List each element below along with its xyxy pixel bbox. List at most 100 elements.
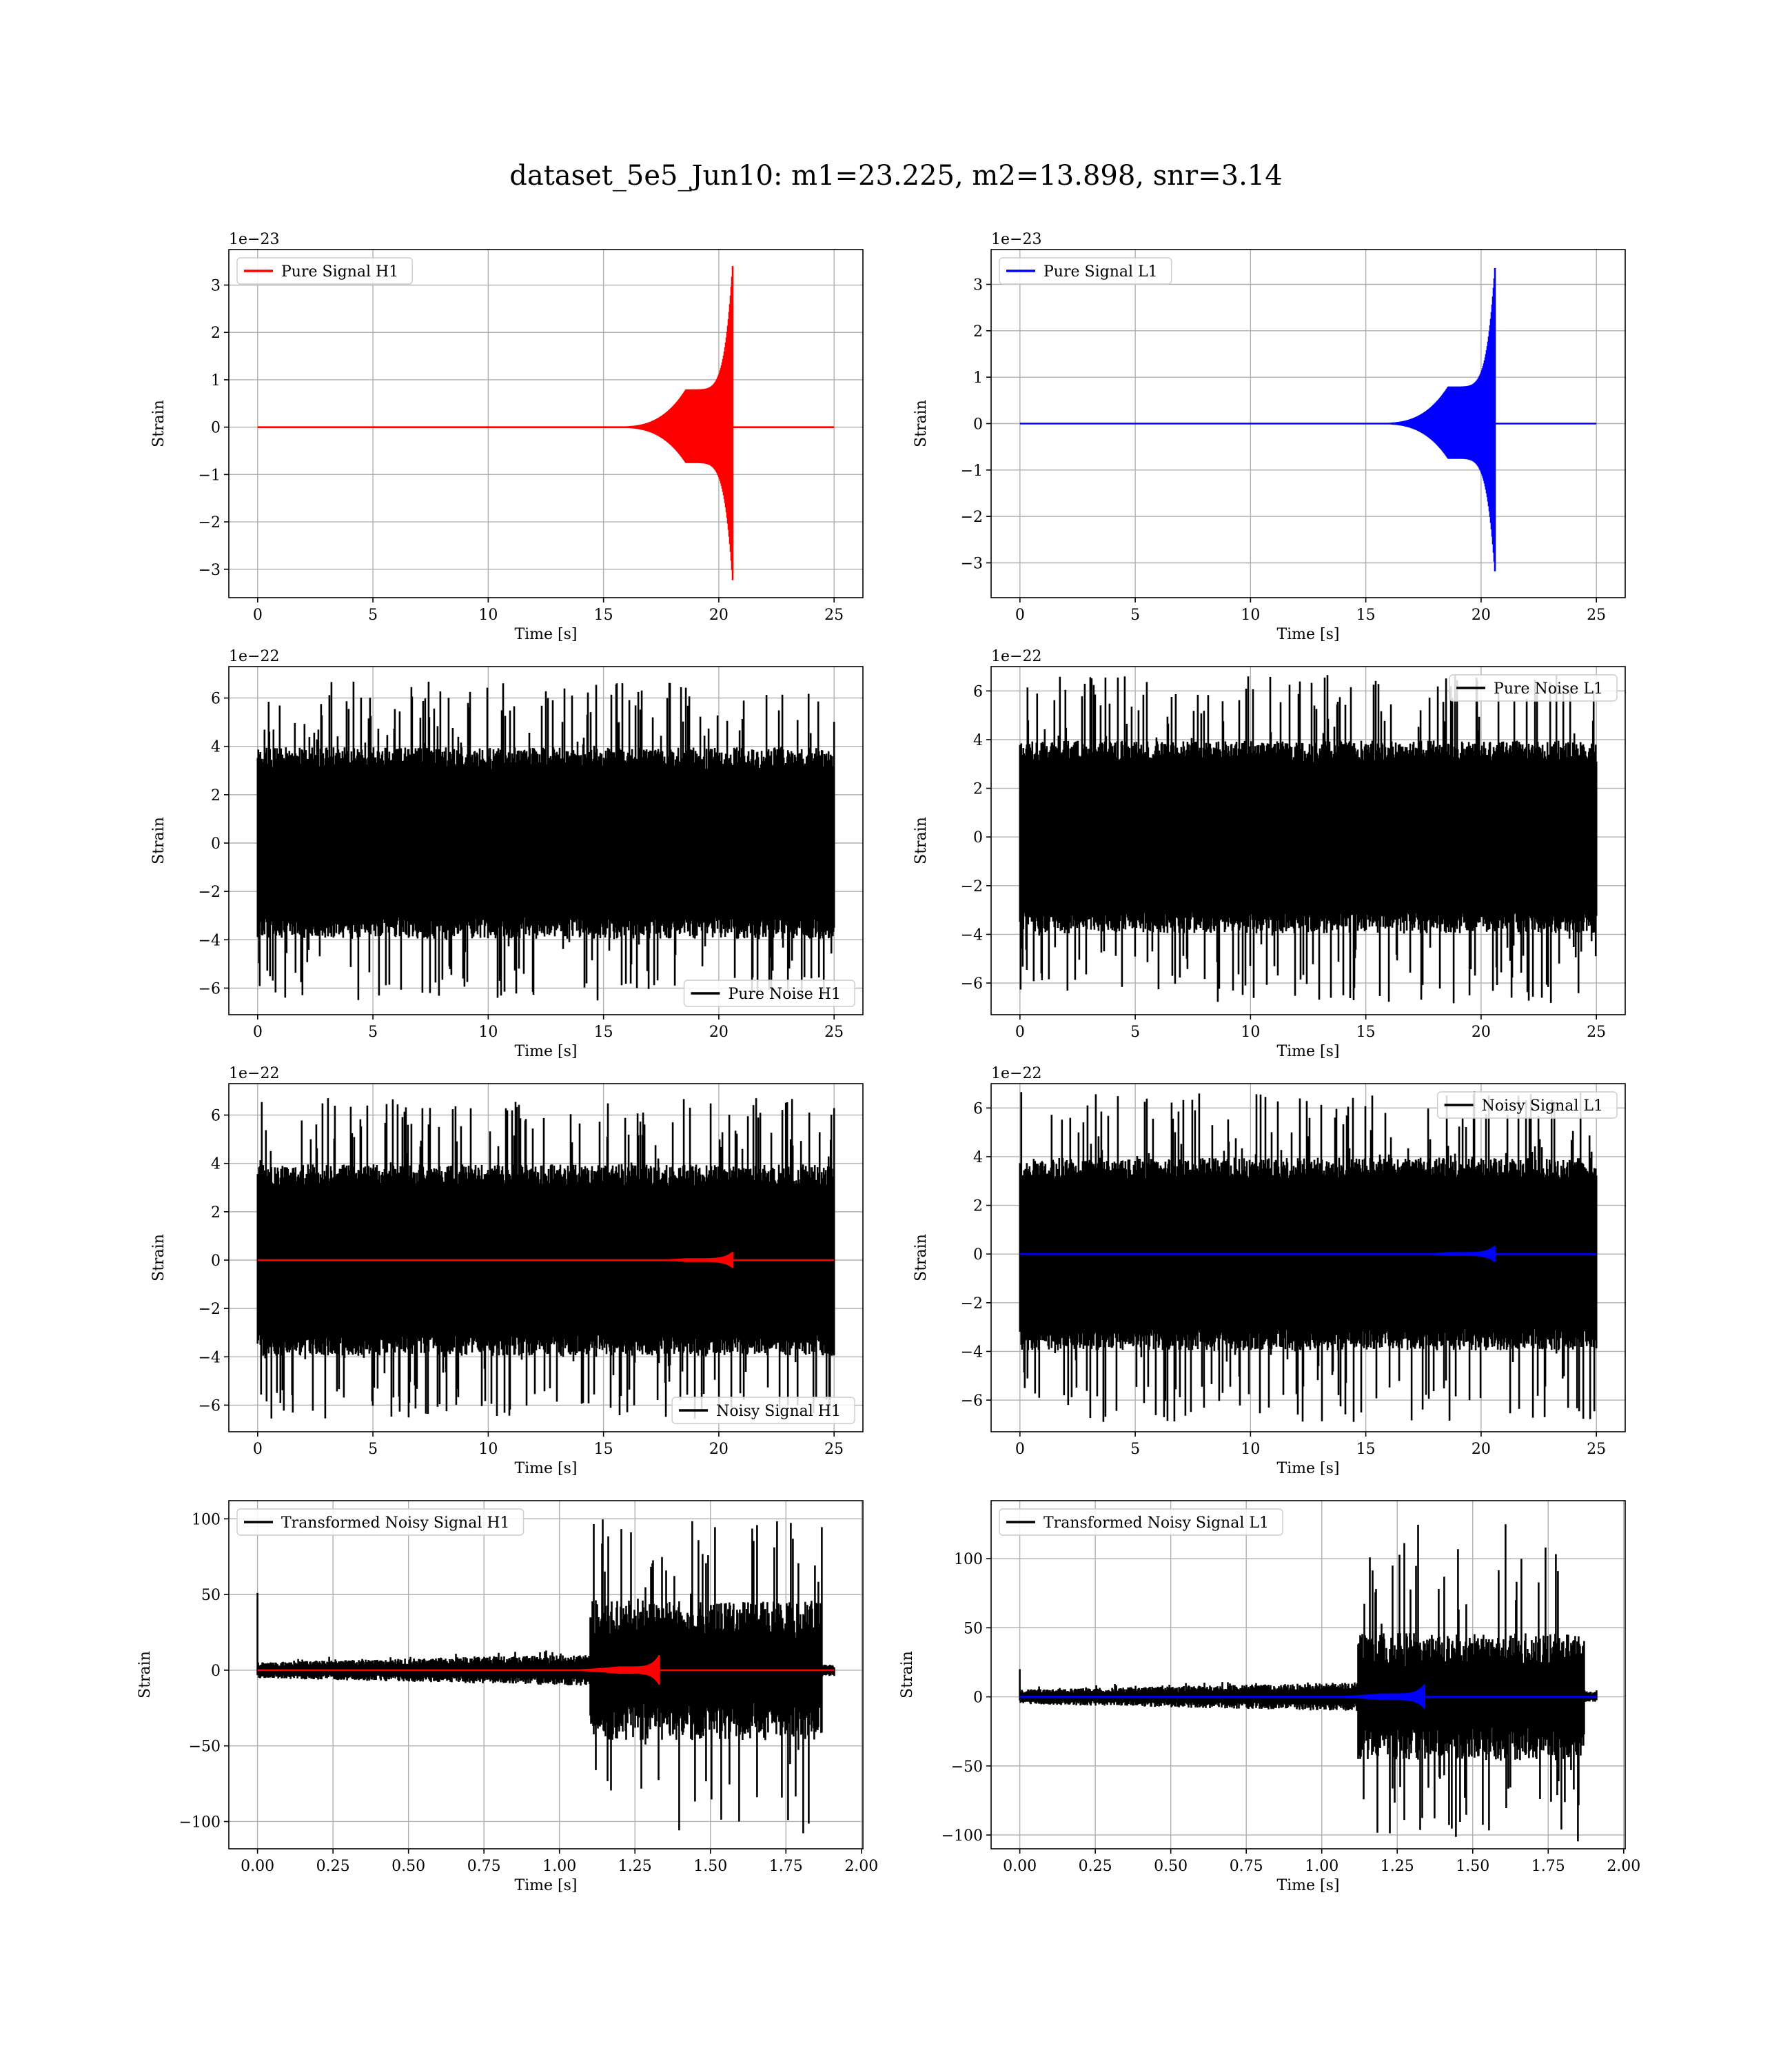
y-tick-label: −1 bbox=[198, 467, 221, 484]
subplot-pure-noise-h1: 0 5 10 15 20 25 −6 −4 −2 0 2 4 6 1e−22 Time [s] Strain P… bbox=[150, 648, 864, 1060]
series-line bbox=[1019, 1246, 1597, 1262]
x-tick-label: 1.75 bbox=[1531, 1858, 1565, 1875]
legend-box bbox=[1449, 674, 1618, 702]
y-tick-label: 100 bbox=[954, 1551, 983, 1568]
series-group bbox=[1019, 1524, 1598, 1842]
x-tick-label: 5 bbox=[368, 1024, 378, 1041]
offset-text: 1e−23 bbox=[991, 231, 1041, 248]
x-tick-label: 0.75 bbox=[467, 1858, 501, 1875]
x-tick-label: 15 bbox=[594, 607, 613, 624]
y-axis-label: Strain bbox=[150, 400, 167, 447]
x-tick-label: 2.00 bbox=[1607, 1858, 1640, 1875]
series-group bbox=[1019, 1091, 1598, 1422]
y-tick-label: −100 bbox=[179, 1814, 221, 1831]
y-tick-label: 50 bbox=[201, 1587, 221, 1604]
subplot-pure-signal-l1: 0 5 10 15 20 25 −3 −2 −1 0 1 2 3 1e−23 Time [s] Strain P… bbox=[913, 231, 1626, 643]
x-tick-label: 1.50 bbox=[1456, 1858, 1489, 1875]
series-group bbox=[257, 266, 835, 580]
y-tick-label: −1 bbox=[961, 463, 983, 480]
y-axis-label: Strain bbox=[150, 1234, 167, 1281]
y-tick-label: −6 bbox=[961, 975, 983, 993]
x-tick-label: 1.75 bbox=[769, 1858, 803, 1875]
x-tick-label: 0.25 bbox=[1079, 1858, 1112, 1875]
y-tick-label: 50 bbox=[964, 1620, 983, 1637]
y-tick-label: 100 bbox=[192, 1511, 221, 1528]
x-axis-label: Time [s] bbox=[514, 626, 577, 643]
axes-frame bbox=[990, 1500, 1626, 1849]
legend-label: Noisy Signal L1 bbox=[1482, 1097, 1603, 1115]
y-axis-label: Strain bbox=[899, 1651, 916, 1699]
axes-frame bbox=[228, 249, 864, 598]
subplot-noisy-signal-h1: 0 5 10 15 20 25 −6 −4 −2 0 2 4 6 1e−22 Time [s] Strain N… bbox=[150, 1065, 864, 1477]
y-tick-label: −2 bbox=[961, 509, 983, 526]
legend-label: Noisy Signal H1 bbox=[716, 1403, 841, 1420]
y-axis-label: Strain bbox=[913, 817, 930, 864]
x-tick-label: 5 bbox=[1130, 1441, 1140, 1458]
x-axis-label: Time [s] bbox=[514, 1460, 577, 1477]
x-tick-label: 0.25 bbox=[316, 1858, 350, 1875]
y-tick-label: −100 bbox=[941, 1827, 983, 1845]
legend-box bbox=[999, 257, 1172, 285]
y-tick-label: 2 bbox=[973, 1198, 983, 1215]
x-axis-label: Time [s] bbox=[1276, 1043, 1339, 1060]
axes-frame bbox=[228, 1500, 864, 1849]
y-tick-label: 1 bbox=[211, 372, 221, 389]
series-line bbox=[256, 1098, 835, 1419]
x-tick-label: 0 bbox=[253, 607, 263, 624]
x-tick-label: 20 bbox=[709, 607, 729, 624]
y-tick-label: 2 bbox=[211, 325, 221, 342]
legend-box bbox=[683, 980, 855, 1007]
series-line bbox=[257, 1655, 835, 1685]
legend-box bbox=[236, 257, 413, 285]
x-tick-label: 10 bbox=[1241, 1441, 1260, 1458]
subplot-transformed-noisy-signal-h1: 0.00 0.25 0.50 0.75 1.00 1.25 1.50 1.75 2.00 −100… bbox=[136, 1500, 878, 1894]
legend: Pure Noise L1 bbox=[1449, 674, 1618, 702]
x-tick-label: 1.00 bbox=[1305, 1858, 1338, 1875]
x-tick-label: 25 bbox=[1587, 1024, 1606, 1041]
x-tick-label: 0 bbox=[1015, 1024, 1025, 1041]
y-tick-label: −4 bbox=[961, 926, 983, 944]
x-tick-label: 5 bbox=[1130, 607, 1140, 624]
x-tick-label: 5 bbox=[368, 1441, 378, 1458]
series-group bbox=[256, 1519, 835, 1834]
figure-title: dataset_5e5_Jun10: m1=23.225, m2=13.898,… bbox=[509, 160, 1282, 192]
x-tick-label: 10 bbox=[478, 607, 498, 624]
y-tick-label: 2 bbox=[973, 323, 983, 341]
offset-text: 1e−22 bbox=[991, 648, 1041, 665]
series-line bbox=[257, 266, 835, 580]
x-tick-label: 0.75 bbox=[1230, 1858, 1263, 1875]
offset-text: 1e−22 bbox=[229, 648, 279, 665]
x-axis-label: Time [s] bbox=[514, 1043, 577, 1060]
legend-label: Transformed Noisy Signal H1 bbox=[281, 1514, 510, 1532]
y-tick-label: −2 bbox=[961, 1295, 983, 1312]
y-tick-label: 0 bbox=[211, 420, 221, 437]
x-tick-label: 25 bbox=[1587, 1441, 1606, 1458]
series-group bbox=[1019, 674, 1598, 1004]
subplot-pure-signal-h1: 0 5 10 15 20 25 −3 −2 −1 0 1 2 3 1e−23 Time [s] Strain P… bbox=[150, 231, 864, 643]
legend-label: Pure Signal H1 bbox=[281, 263, 398, 281]
legend-label: Transformed Noisy Signal L1 bbox=[1043, 1514, 1269, 1532]
y-tick-label: 6 bbox=[211, 1108, 221, 1125]
x-tick-label: 1.25 bbox=[618, 1858, 652, 1875]
series-line bbox=[257, 1252, 835, 1268]
x-tick-label: 1.00 bbox=[542, 1858, 576, 1875]
y-tick-label: 4 bbox=[211, 739, 221, 756]
legend: Noisy Signal L1 bbox=[1436, 1091, 1618, 1119]
series-line bbox=[1019, 1684, 1597, 1709]
y-tick-label: −4 bbox=[198, 1349, 221, 1366]
y-tick-label: −6 bbox=[198, 980, 221, 997]
x-tick-label: 10 bbox=[1241, 607, 1260, 624]
y-tick-label: 2 bbox=[211, 1204, 221, 1221]
y-tick-label: −4 bbox=[961, 1344, 983, 1361]
subplot-transformed-noisy-signal-l1: 0.00 0.25 0.50 0.75 1.00 1.25 1.50 1.75 2.00 −100… bbox=[899, 1500, 1640, 1894]
x-axis-label: Time [s] bbox=[1276, 1877, 1339, 1894]
legend: Noisy Signal H1 bbox=[671, 1397, 855, 1424]
y-tick-label: −2 bbox=[198, 514, 221, 531]
y-tick-label: 2 bbox=[211, 787, 221, 804]
series-group bbox=[256, 1098, 835, 1419]
x-tick-label: 20 bbox=[1472, 1024, 1491, 1041]
series-group bbox=[1019, 267, 1597, 571]
series-line bbox=[1019, 267, 1597, 571]
